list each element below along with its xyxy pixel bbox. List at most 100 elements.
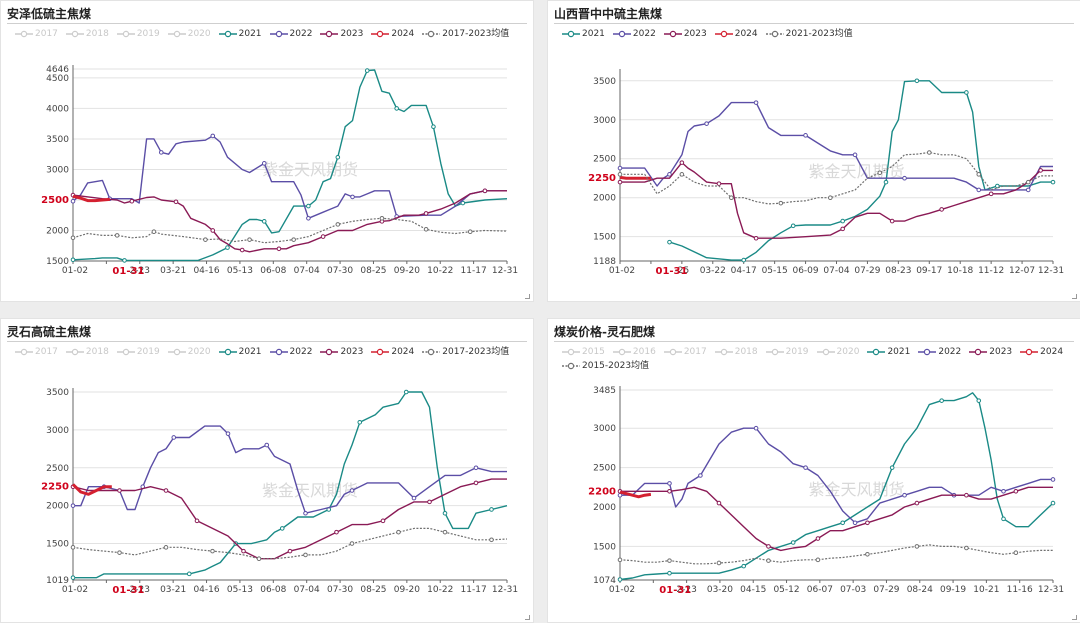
legend-item[interactable]: 2021 (867, 345, 910, 359)
legend-item[interactable]: 2024 (1020, 345, 1063, 359)
legend-item[interactable]: 2018 (714, 345, 758, 359)
legend-item[interactable]: 2020 (167, 345, 211, 359)
data-point (815, 557, 821, 563)
data-point (753, 235, 759, 241)
resize-handle-icon[interactable] (525, 615, 530, 620)
legend-item[interactable]: 2018 (65, 345, 109, 359)
resize-handle-icon[interactable] (1072, 615, 1077, 620)
legend-label: 2024 (734, 29, 758, 39)
legend-item[interactable]: 2022 (918, 345, 961, 359)
x-tick-label: 03-21 (160, 585, 186, 595)
x-tick-label: 07-30 (327, 266, 353, 276)
legend-item[interactable]: 2017 (15, 27, 58, 41)
legend-item[interactable]: 2017-2023均值 (422, 345, 509, 359)
legend-item[interactable]: 2023 (969, 345, 1012, 359)
legend-item[interactable]: 2022 (269, 345, 312, 359)
data-point (239, 247, 245, 253)
legend[interactable]: 2017 2018 2019 2020 2021 2022 2023 2024 2017-202… (15, 27, 525, 41)
data-point (1050, 500, 1056, 506)
legend-item[interactable]: 2022 (269, 27, 312, 41)
legend-item[interactable]: 2019 (116, 27, 160, 41)
legend[interactable]: 2015 2016 2017 2018 2019 2020 2021 2022 2023 2024… (562, 345, 1072, 373)
legend-item[interactable]: 2019 (765, 345, 809, 359)
data-point (380, 518, 386, 524)
data-point (667, 570, 672, 576)
legend-item[interactable]: 2022 (612, 27, 656, 41)
x-tick-label: 04-16 (193, 266, 219, 276)
data-point (865, 552, 870, 557)
legend-item[interactable]: 2023 (320, 345, 363, 359)
data-point (364, 68, 370, 73)
data-point (840, 520, 845, 526)
legend-item[interactable]: 2024 (714, 27, 758, 41)
legend-item[interactable]: 2016 (612, 345, 656, 359)
legend[interactable]: 2017 2018 2019 2020 2021 2022 2023 2024 2017-202… (15, 345, 525, 359)
legend-label: 2022 (632, 29, 656, 39)
x-tick-label: 06-09 (792, 266, 818, 276)
legend-item[interactable]: 2021 (218, 345, 262, 359)
legend-item[interactable]: 2017 (663, 345, 707, 359)
data-point (914, 78, 920, 84)
data-point (256, 556, 262, 562)
series-line-2022 (620, 427, 1053, 524)
legend-label: 2020 (187, 29, 211, 39)
legend-marker-icon (816, 348, 835, 355)
legend-item[interactable]: 2017-2023均值 (422, 27, 509, 41)
data-point (704, 121, 709, 126)
data-point (70, 235, 76, 241)
data-point (306, 203, 311, 209)
x-tick-label: 06-07 (807, 585, 833, 595)
legend-item[interactable]: 2021 (562, 27, 605, 41)
legend-marker-icon (562, 30, 580, 37)
data-point (403, 389, 409, 395)
data-point (303, 510, 308, 516)
resize-handle-icon[interactable] (525, 294, 530, 299)
legend-marker-icon (1020, 348, 1039, 355)
legend-item[interactable]: 2018 (65, 27, 109, 41)
legend-item[interactable]: 2023 (663, 27, 707, 41)
y-tick-label: 1500 (46, 540, 69, 550)
legend-item[interactable]: 2017 (15, 345, 58, 359)
legend-item[interactable]: 2024 (371, 27, 414, 41)
legend-item[interactable]: 2015 (562, 345, 605, 359)
data-point (698, 473, 703, 478)
legend-item[interactable]: 2024 (371, 345, 414, 359)
legend-marker-icon (612, 30, 631, 37)
data-point (423, 226, 429, 232)
series-line-2021-2023均值 (620, 151, 1053, 205)
legend-label: 2015-2023均值 (582, 361, 650, 371)
legend-label: 2023 (683, 29, 707, 39)
y-tick-label: 1500 (593, 233, 616, 243)
x-tick-label: 2-23 (676, 585, 696, 595)
legend[interactable]: 2021 2022 2023 2024 2021-2023均值 (562, 27, 1072, 41)
legend-item[interactable]: 2020 (167, 27, 211, 41)
data-point (926, 150, 932, 155)
legend-label: 2017-2023均值 (442, 29, 510, 39)
data-point (976, 172, 982, 177)
data-point (70, 257, 76, 263)
legend-item[interactable]: 2015-2023均值 (562, 359, 649, 373)
legend-marker-icon (65, 348, 84, 355)
data-point (914, 500, 920, 506)
legend-item[interactable]: 2020 (816, 345, 859, 359)
series-line-2022 (620, 101, 1053, 191)
resize-handle-icon[interactable] (1072, 294, 1077, 299)
legend-item[interactable]: 2021 (218, 27, 262, 41)
x-highlight-label: 01-31 (659, 585, 691, 596)
legend-marker-icon (714, 30, 733, 37)
data-point (489, 537, 494, 543)
legend-item[interactable]: 2021-2023均值 (765, 27, 853, 41)
legend-item[interactable]: 2023 (320, 27, 363, 41)
x-tick-label: 11-17 (461, 266, 487, 276)
legend-label: 2018 (85, 347, 109, 357)
data-point (667, 488, 672, 494)
data-point (114, 233, 120, 238)
data-point (264, 442, 270, 448)
x-tick-label: 09-19 (940, 585, 966, 595)
legend-item[interactable]: 2019 (116, 345, 160, 359)
y-tick-label: 3485 (593, 386, 616, 396)
data-point (117, 488, 122, 493)
data-point (203, 237, 208, 242)
data-point (617, 557, 623, 563)
y-tick-label: 2500 (593, 155, 616, 165)
